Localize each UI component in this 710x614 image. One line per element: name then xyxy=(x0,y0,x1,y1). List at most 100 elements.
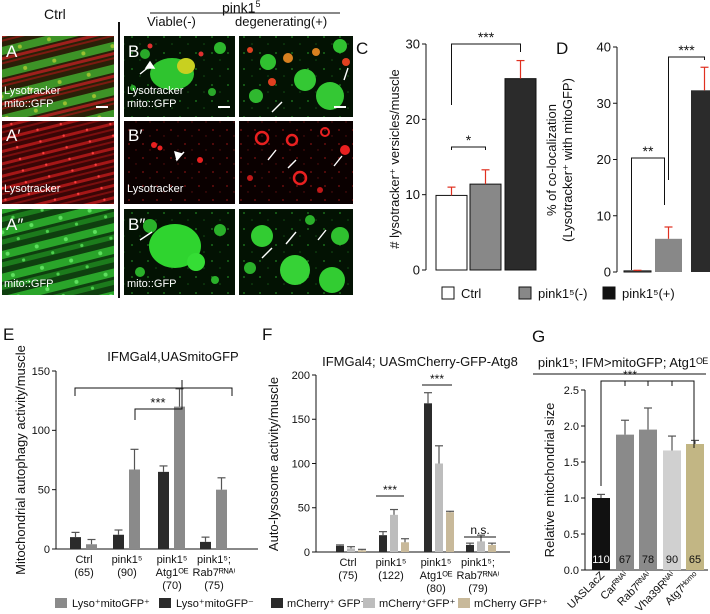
panel-label-D: D xyxy=(556,39,568,58)
chart-E-legend-label: Lyso⁺mitoGFP⁻ xyxy=(176,598,254,610)
panel-label-G: G xyxy=(532,327,545,346)
chart-F-bar-0 xyxy=(466,544,474,552)
chart-E-y-tick-label: 150 xyxy=(32,366,50,378)
chart-D-bar xyxy=(623,270,652,273)
chart-E-x-label: (75) xyxy=(204,580,224,592)
chart-D-ylabel-1: % of co-localization xyxy=(544,104,559,216)
chart-D-ylabel-2: (Lysotracker⁺ with mitoGFP) xyxy=(560,78,575,242)
chart-D-y-tick-label: 10 xyxy=(597,208,611,223)
legend-label: pink1⁵(-) xyxy=(538,286,587,301)
chart-F-x-label: (75) xyxy=(338,570,358,582)
arrows xyxy=(139,60,349,259)
scale-bar-A xyxy=(96,106,108,108)
chart-F-x-label: (122) xyxy=(378,570,404,582)
chart-F-y-tick-label: 100 xyxy=(292,458,310,470)
chart-E-ylabel: Mitochondrial autophagy activity/muscle xyxy=(13,345,28,575)
chart-F-legend-label: mCherry⁺GFP⁺ xyxy=(379,598,456,610)
chart-G-count: 67 xyxy=(619,554,631,566)
chart-D-y-tick-label: 20 xyxy=(597,152,611,167)
chart-G-y-tick-label: 2.5 xyxy=(564,385,579,397)
chart-F-x-label: (79) xyxy=(468,583,488,595)
chart-F-bar-2 xyxy=(401,542,409,552)
chart-F-y-tick-label: 0 xyxy=(304,547,310,559)
chart-G-bar xyxy=(639,429,657,570)
gfp-blobs-B-double-prime xyxy=(135,219,226,284)
label-A-mito: mito::GFP xyxy=(4,98,54,110)
chart-G-count: 65 xyxy=(689,554,701,566)
chart-F-bar-0 xyxy=(379,535,387,552)
chart-C-sig-1-label: * xyxy=(466,132,472,148)
chart-E-bar-0 xyxy=(158,471,169,549)
chart-F-bar-2 xyxy=(358,550,366,552)
chart-C-bar xyxy=(469,183,502,271)
chart-F-x-label: Atg1ᴼᴱ xyxy=(420,570,453,582)
chart-G-y-tick-label: 0.0 xyxy=(564,565,579,577)
chart-F-y-tick-label: 150 xyxy=(292,414,310,426)
chart-F-y-tick-label: 50 xyxy=(298,503,310,515)
chart-G-y-tick-label: 1.5 xyxy=(564,457,579,469)
chart-G-y-tick-label: 2.0 xyxy=(564,421,579,433)
chart-F-bar-1 xyxy=(477,541,485,552)
micrograph-A-double-prime xyxy=(2,209,114,295)
chart-G-bar xyxy=(663,450,681,570)
label-B-double-prime: B″ xyxy=(128,215,146,234)
chart-F-legend-swatch xyxy=(363,598,375,608)
lyso-rings-degenerating xyxy=(247,127,350,193)
chart-D: D 0 10 20 30 40 % of co-localization (Lysotrack… xyxy=(544,39,710,280)
chart-C-y-tick-label: 30 xyxy=(406,37,420,52)
chart-E-bracket-outer xyxy=(74,387,233,396)
chart-E-x-label: (65) xyxy=(74,567,94,579)
chart-G-bar xyxy=(592,498,610,570)
panel-label-E: E xyxy=(3,325,14,344)
chart-F-bar-2 xyxy=(488,544,496,552)
chart-D-bar xyxy=(691,90,710,272)
chart-G-bar xyxy=(616,434,634,570)
gfp-blobs-B xyxy=(130,42,226,96)
chart-G-y-tick-label: 0.5 xyxy=(564,529,579,541)
chart-F-x-label: Rab7ᴿᴺᴬⁱ xyxy=(457,570,500,582)
legend-swatch xyxy=(441,286,455,300)
chart-F-sig-3: n.s. xyxy=(470,523,489,537)
label-A: A xyxy=(6,42,18,61)
chart-E-x-label: pink1⁵; xyxy=(197,554,231,566)
label-B-prime: B′ xyxy=(128,126,143,145)
chart-D-sig-2-label: *** xyxy=(678,42,695,58)
label-B-mito: mito::GFP xyxy=(127,98,177,110)
chart-E-x-label: Rab7ᴿᴺᴬⁱ xyxy=(193,567,236,579)
panel-label-F: F xyxy=(262,325,272,344)
header-degenerating: degenerating(+) xyxy=(235,14,328,29)
label-A-double-prime-mito: mito::GFP xyxy=(4,278,54,290)
micrograph-A-prime xyxy=(2,121,114,204)
chart-D-bar xyxy=(655,238,682,272)
chart-C-y-tick-label: 0 xyxy=(413,263,420,278)
chart-E-y-tick-label: 0 xyxy=(44,544,50,556)
chart-E-bar-1 xyxy=(216,489,227,549)
chart-F-x-label: pink1⁵ xyxy=(376,557,407,569)
label-A-prime-lyso: Lysotracker xyxy=(4,183,61,195)
chart-C-bar xyxy=(435,194,468,271)
legend-swatch xyxy=(602,286,616,300)
chart-C-bar xyxy=(504,78,537,271)
micrograph-B-prime xyxy=(124,121,235,204)
chart-F-bar-1 xyxy=(435,463,443,552)
blobs-degenerating-merge xyxy=(247,39,350,110)
chart-G-bar xyxy=(686,444,704,570)
chart-D-sig-1 xyxy=(631,157,665,270)
chart-F-sig-2: *** xyxy=(430,372,444,386)
chart-F-legend-swatch xyxy=(271,598,283,608)
legend-swatch xyxy=(518,286,532,300)
chart-E-bracket-inner xyxy=(134,380,183,420)
chart-C-sig-1 xyxy=(451,146,486,150)
chart-D-y-tick-label: 40 xyxy=(597,40,611,55)
label-B-lyso: Lysotracker xyxy=(127,85,184,97)
chart-E-y-tick-label: 50 xyxy=(38,485,50,497)
chart-E: E IFMGal4,UASmitoGFP 0 50 100 150 Mitochondria… xyxy=(3,325,258,610)
chart-E-x-label: Ctrl xyxy=(75,554,92,566)
panel-label-C: C xyxy=(356,39,368,58)
lyso-spots-B-prime xyxy=(151,142,203,163)
chart-E-x-label: Atg1ᴼᴱ xyxy=(156,567,189,579)
header-pink: pink15 xyxy=(222,0,260,16)
chart-F-bar-0 xyxy=(424,403,432,552)
label-B-prime-lyso: Lysotracker xyxy=(127,183,184,195)
scale-bar-deg xyxy=(334,106,346,108)
